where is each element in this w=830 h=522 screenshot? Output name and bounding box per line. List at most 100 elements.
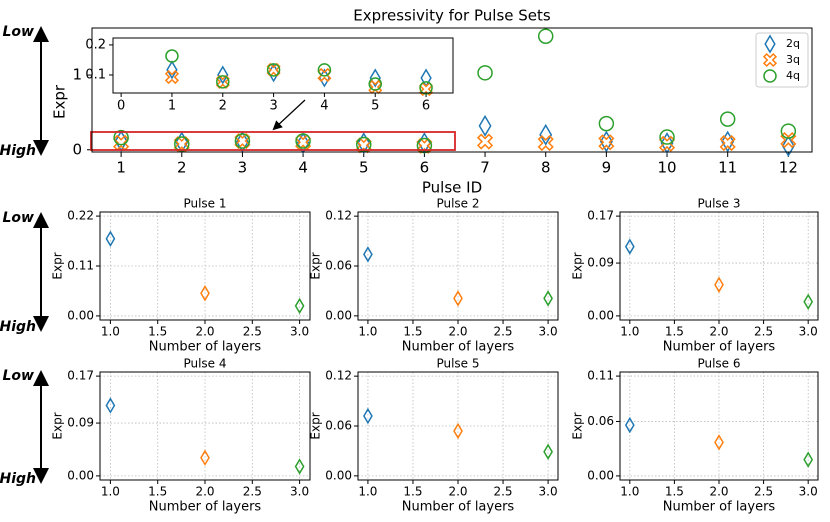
point bbox=[599, 130, 613, 153]
x-tick-label: 1.0 bbox=[620, 485, 639, 499]
y-axis-label: Expr bbox=[51, 412, 65, 439]
point bbox=[363, 246, 373, 263]
point bbox=[174, 136, 190, 152]
x-tick-label: 1 bbox=[116, 159, 126, 177]
point bbox=[453, 422, 463, 440]
x-tick-label: 1.5 bbox=[665, 325, 684, 339]
y-axis-label: Expr bbox=[51, 84, 69, 119]
x-tick-label: 9 bbox=[602, 159, 612, 177]
point bbox=[624, 238, 635, 255]
x-tick-label: 6 bbox=[420, 159, 430, 177]
point bbox=[539, 123, 553, 146]
y-tick-label: 0.06 bbox=[325, 419, 352, 433]
point bbox=[598, 115, 615, 132]
scale-top-label: Low bbox=[3, 368, 35, 384]
y-tick-label: 0.00 bbox=[587, 308, 614, 322]
y-tick-label: 0.17 bbox=[67, 369, 94, 383]
x-tick-label: 3 bbox=[238, 159, 248, 177]
inset-point bbox=[215, 74, 230, 89]
inset-point bbox=[266, 63, 281, 77]
highlight-box bbox=[90, 131, 456, 151]
chart-title: Pulse 2 bbox=[436, 197, 479, 211]
inset-point bbox=[216, 75, 230, 89]
point bbox=[803, 451, 814, 468]
chart-title: Pulse 4 bbox=[183, 357, 226, 371]
point bbox=[781, 135, 795, 157]
point bbox=[105, 230, 116, 247]
chart-title: Pulse 6 bbox=[697, 357, 740, 371]
point bbox=[294, 458, 305, 475]
inset-point bbox=[165, 49, 179, 63]
inset-x-tick-label: 2 bbox=[219, 99, 227, 114]
axes-frame bbox=[357, 211, 559, 321]
inset-arrow bbox=[272, 99, 306, 131]
x-tick-label: 4 bbox=[298, 159, 308, 177]
inset-x-tick-label: 4 bbox=[320, 99, 328, 114]
y-tick-label: 0.00 bbox=[67, 308, 94, 322]
inset-point bbox=[266, 62, 281, 77]
inset-point bbox=[368, 77, 382, 91]
x-tick-label: 3.0 bbox=[290, 485, 309, 499]
axes-frame bbox=[357, 371, 559, 481]
inset-x-tick-label: 0 bbox=[117, 99, 125, 114]
y-axis-label: Expr bbox=[51, 252, 65, 279]
x-tick-label: 7 bbox=[480, 159, 490, 177]
chart-title: Pulse 1 bbox=[183, 197, 226, 211]
legend-label: 2q bbox=[786, 37, 800, 50]
point bbox=[659, 129, 675, 145]
y-tick-label: 0.06 bbox=[325, 259, 352, 273]
y-tick-label: 0.12 bbox=[325, 209, 352, 223]
point bbox=[453, 290, 463, 307]
point bbox=[624, 416, 635, 434]
legend-label: 3q bbox=[786, 53, 800, 66]
x-axis-label: Number of layers bbox=[402, 340, 515, 355]
x-tick-label: 2.0 bbox=[195, 325, 214, 339]
point bbox=[537, 134, 554, 152]
inset-point bbox=[166, 60, 178, 80]
point bbox=[721, 130, 735, 153]
x-tick-label: 5 bbox=[359, 159, 369, 177]
point bbox=[295, 133, 311, 149]
inset-bg bbox=[113, 38, 453, 93]
x-tick-label: 2.0 bbox=[195, 485, 214, 499]
y-axis-label: Expr bbox=[309, 252, 323, 279]
point bbox=[780, 131, 797, 149]
inset-x-tick-label: 5 bbox=[371, 99, 379, 114]
inset-point bbox=[419, 81, 433, 95]
y-tick-label: 0.00 bbox=[325, 468, 352, 482]
point bbox=[200, 285, 210, 302]
inset-y-tick-label: 0.1 bbox=[85, 67, 106, 82]
point bbox=[714, 434, 724, 451]
axes-frame bbox=[99, 211, 311, 321]
x-tick-label: 1.5 bbox=[148, 485, 167, 499]
point bbox=[543, 290, 553, 307]
scale-bottom-label: High bbox=[0, 143, 36, 159]
y-tick-label: 0.09 bbox=[67, 416, 94, 430]
x-tick-label: 1.5 bbox=[403, 325, 422, 339]
point bbox=[234, 132, 251, 150]
x-tick-label: 2.5 bbox=[493, 485, 512, 499]
y-tick-label: 1 bbox=[72, 66, 82, 84]
chart-title: Pulse 5 bbox=[436, 357, 479, 371]
inset-point bbox=[164, 70, 180, 85]
y-tick-label: 0.09 bbox=[587, 256, 614, 270]
point bbox=[537, 28, 554, 44]
legend-marker bbox=[763, 69, 777, 83]
x-tick-label: 2.0 bbox=[448, 325, 467, 339]
x-tick-label: 2 bbox=[177, 159, 187, 177]
x-axis-label: Number of layers bbox=[149, 340, 262, 355]
point bbox=[294, 297, 305, 315]
x-tick-label: 2.5 bbox=[754, 325, 773, 339]
x-tick-label: 1.0 bbox=[358, 325, 377, 339]
point bbox=[714, 276, 724, 294]
axes-frame bbox=[619, 371, 819, 481]
x-tick-label: 11 bbox=[718, 159, 737, 177]
x-tick-label: 1.0 bbox=[358, 485, 377, 499]
x-tick-label: 2.5 bbox=[754, 485, 773, 499]
x-tick-label: 1.0 bbox=[101, 485, 120, 499]
point bbox=[598, 134, 615, 151]
y-tick-label: 0.00 bbox=[325, 308, 352, 322]
y-tick-label: 0.22 bbox=[67, 209, 94, 223]
point bbox=[803, 293, 814, 311]
point bbox=[234, 133, 251, 149]
